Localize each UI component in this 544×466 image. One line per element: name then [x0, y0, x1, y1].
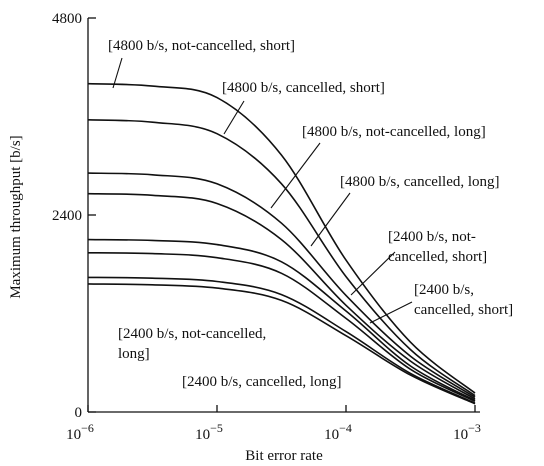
x-axis-label: Bit error rate	[245, 448, 323, 464]
series-line-7	[87, 276, 476, 404]
y-tick-label: 0	[75, 405, 83, 421]
annotation-leader-3	[270, 142, 321, 209]
x-tick-label: 10−6	[66, 421, 94, 443]
series-line-1	[87, 82, 476, 394]
series-line-2	[87, 119, 476, 397]
series-curves	[87, 82, 476, 405]
series-line-5	[87, 238, 476, 402]
series-line-4	[87, 192, 476, 400]
annotation-3: [4800 b/s, not-cancelled, long]	[302, 124, 486, 140]
annotation-leader-6	[369, 301, 413, 324]
series-line-3	[87, 172, 476, 398]
annotation-leader-4	[310, 192, 351, 247]
annotation-7: [2400 b/s, not-cancelled, long]	[118, 326, 266, 362]
annotation-2: [4800 b/s, cancelled, short]	[222, 80, 385, 96]
y-axis-label: Maximum throughput [b/s]	[8, 135, 24, 298]
y-tick-label: 2400	[52, 208, 82, 224]
annotation-4: [4800 b/s, cancelled, long]	[340, 174, 500, 190]
annotation-leader-5	[350, 251, 396, 296]
x-tick-label: 10−3	[453, 421, 481, 443]
x-tick-label: 10−5	[195, 421, 223, 443]
x-ticks: 10−6 10−5 10−4 10−3	[66, 405, 481, 443]
annotation-1: [4800 b/s, not-cancelled, short]	[108, 38, 295, 54]
series-line-8	[87, 283, 476, 405]
series-line-6	[87, 252, 476, 403]
annotations: [4800 b/s, not-cancelled, short] [4800 b/…	[108, 38, 513, 390]
y-tick-label: 4800	[52, 11, 82, 27]
annotation-5: [2400 b/s, not-cancelled, short]	[388, 229, 487, 265]
annotation-8: [2400 b/s, cancelled, long]	[182, 374, 342, 390]
y-ticks: 0 2400 4800	[52, 11, 96, 421]
annotation-leader-2	[223, 100, 245, 135]
annotation-leader-1	[112, 57, 123, 89]
annotation-leaders	[112, 57, 413, 324]
annotation-6: [2400 b/s, cancelled, short]	[414, 282, 513, 318]
x-tick-label: 10−4	[324, 421, 352, 443]
